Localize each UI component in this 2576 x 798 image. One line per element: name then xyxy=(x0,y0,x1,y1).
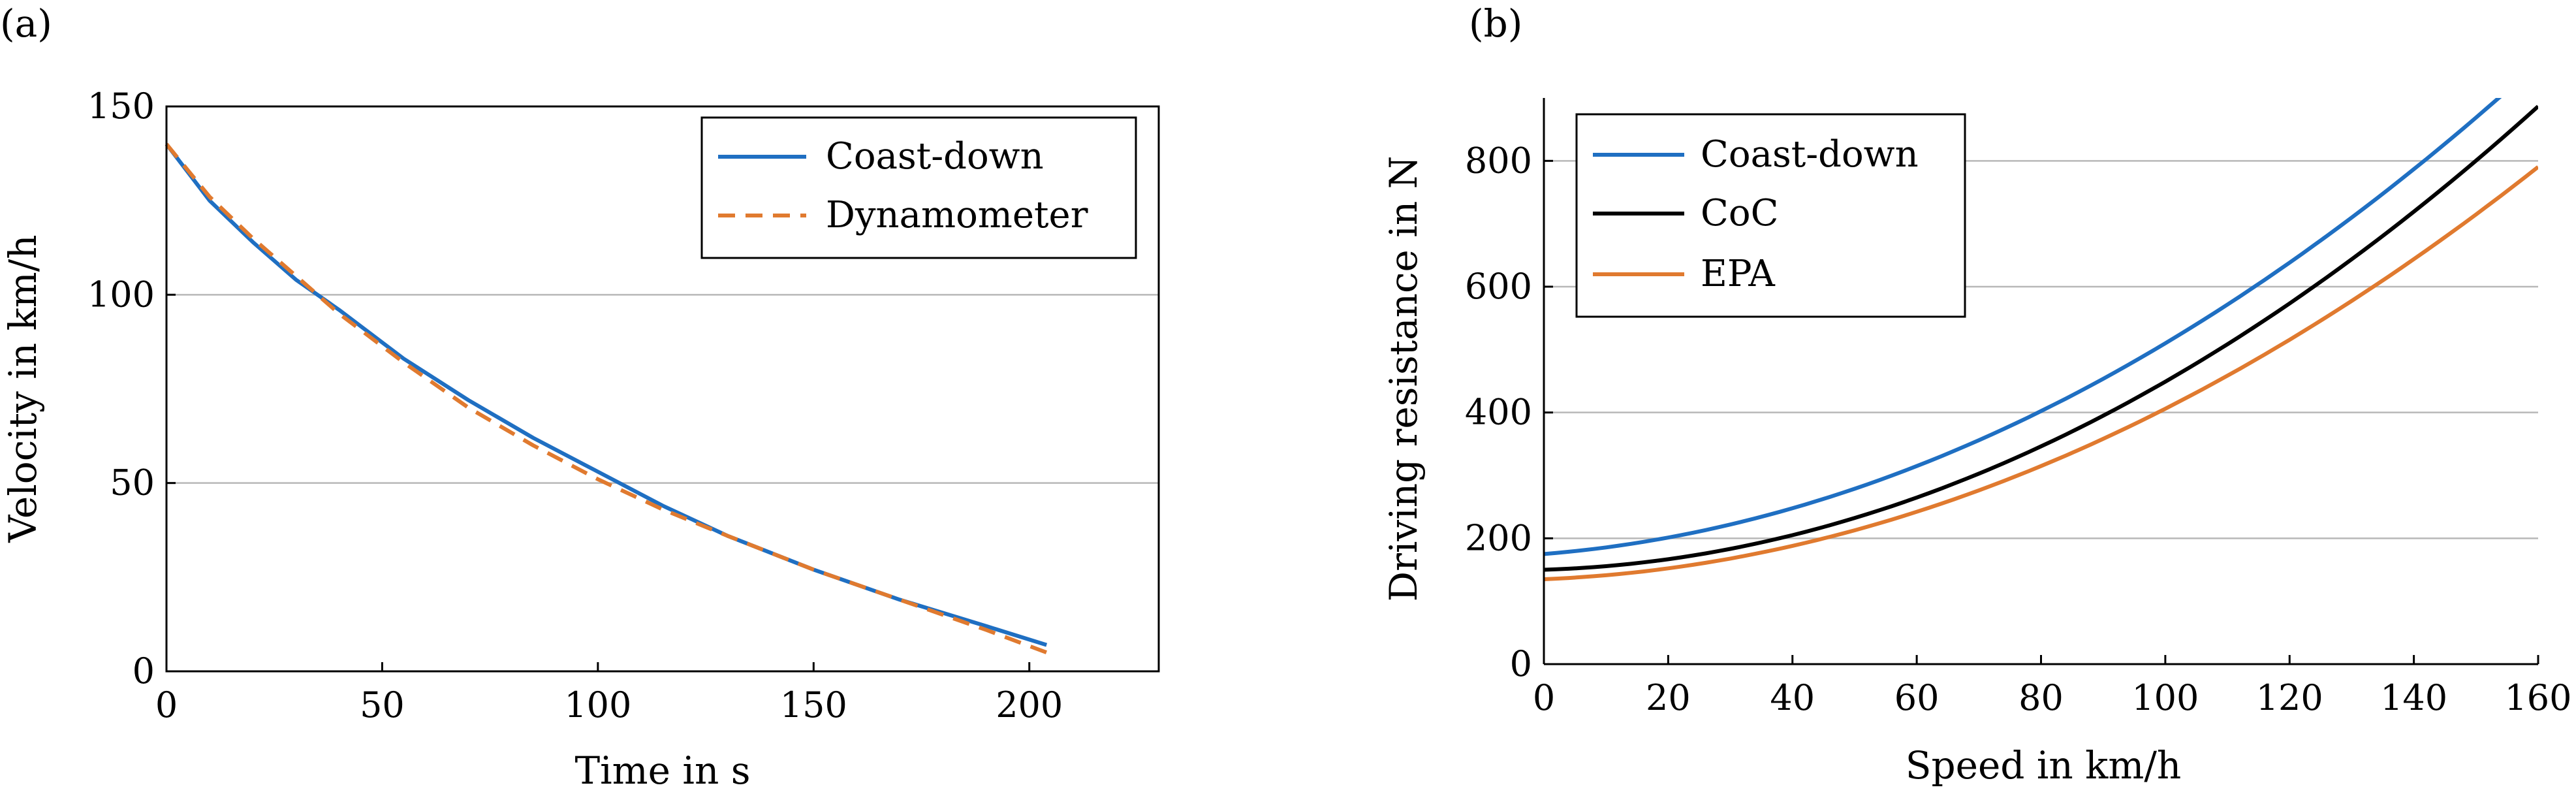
ticks-b: 0 200 400 600 800 0 20 40 60 80 100 120 140 160 xyxy=(1465,140,2572,718)
y-tick-label-a-0: 0 xyxy=(133,650,155,692)
series-line-a-dynamometer xyxy=(165,142,1048,655)
x-tick-label-b-5: 100 xyxy=(2131,677,2199,718)
ticks-a: 0 50 100 150 0 50 100 150 200 xyxy=(87,86,1063,726)
panel-label-a: (a) xyxy=(0,1,52,46)
velocity-chart: (a) 0 50 100 150 0 50 100 150 200 Time in s Velo… xyxy=(0,1,1160,793)
x-tick-label-a-0: 0 xyxy=(155,684,178,726)
legend-label-coast-down-b: Coast-down xyxy=(1701,133,1919,176)
x-tick-label-a-1: 50 xyxy=(360,684,405,726)
y-tick-label-b-0: 0 xyxy=(1510,643,1532,684)
series-line-b-epa xyxy=(1544,165,2538,581)
x-tick-label-b-7: 140 xyxy=(2380,677,2447,718)
legend-label-epa: EPA xyxy=(1701,253,1775,295)
x-tick-label-b-3: 60 xyxy=(1894,677,1940,718)
x-tick-label-b-8: 160 xyxy=(2504,677,2571,718)
x-tick-label-b-4: 80 xyxy=(2018,677,2064,718)
resistance-chart: (b) 0 200 400 600 800 0 20 40 60 80 100 120 140 160 S… xyxy=(1381,1,2572,788)
y-tick-label-b-1: 200 xyxy=(1465,517,1532,558)
series-lines-a xyxy=(165,142,1048,655)
x-tick-label-a-4: 200 xyxy=(996,684,1063,726)
legend-b: Coast-down CoC EPA xyxy=(1575,113,1966,318)
y-tick-label-b-4: 800 xyxy=(1465,140,1532,181)
x-tick-label-b-2: 40 xyxy=(1770,677,1815,718)
legend-a: Coast-down Dynamometer xyxy=(700,116,1137,259)
y-tick-label-a-1: 50 xyxy=(110,462,155,503)
plot-frame-a xyxy=(165,105,1160,673)
y-axis-label-b: Driving resistance in N xyxy=(1381,156,1426,602)
x-axis-label-a: Time in s xyxy=(574,748,750,793)
legend-label-coast-down: Coast-down xyxy=(826,135,1044,178)
x-tick-label-b-6: 120 xyxy=(2256,677,2323,718)
x-tick-label-a-3: 150 xyxy=(780,684,847,726)
y-tick-label-b-3: 600 xyxy=(1465,266,1532,307)
panel-label-b: (b) xyxy=(1469,1,1522,46)
x-axis-label-b: Speed in km/h xyxy=(1906,743,2181,788)
series-line-a-coast-down xyxy=(165,142,1048,647)
grid-a xyxy=(166,294,1159,484)
legend-label-dynamometer: Dynamometer xyxy=(826,194,1088,236)
y-axis-label-a: Velocity in km/h xyxy=(1,234,45,543)
legend-box-a xyxy=(700,116,1137,259)
x-tick-label-b-0: 0 xyxy=(1533,677,1555,718)
y-tick-label-a-2: 100 xyxy=(87,274,155,315)
series-line-b-coc xyxy=(1544,104,2538,572)
legend-label-coc: CoC xyxy=(1701,192,1778,234)
x-tick-label-a-2: 100 xyxy=(564,684,631,726)
x-tick-label-b-1: 20 xyxy=(1646,677,1691,718)
y-tick-label-a-3: 150 xyxy=(87,86,155,127)
y-tick-label-b-2: 400 xyxy=(1465,392,1532,433)
series-lines-b xyxy=(1544,98,2538,581)
series-line-b-coast-down xyxy=(1544,98,2502,556)
